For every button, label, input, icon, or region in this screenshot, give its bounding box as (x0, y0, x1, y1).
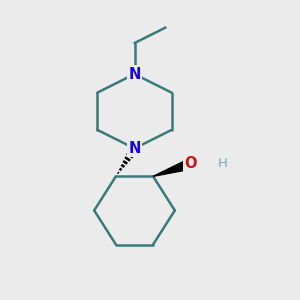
Polygon shape (153, 159, 192, 176)
Text: N: N (128, 141, 141, 156)
Text: N: N (128, 67, 141, 82)
Text: O: O (184, 156, 197, 171)
Text: H: H (218, 158, 228, 170)
